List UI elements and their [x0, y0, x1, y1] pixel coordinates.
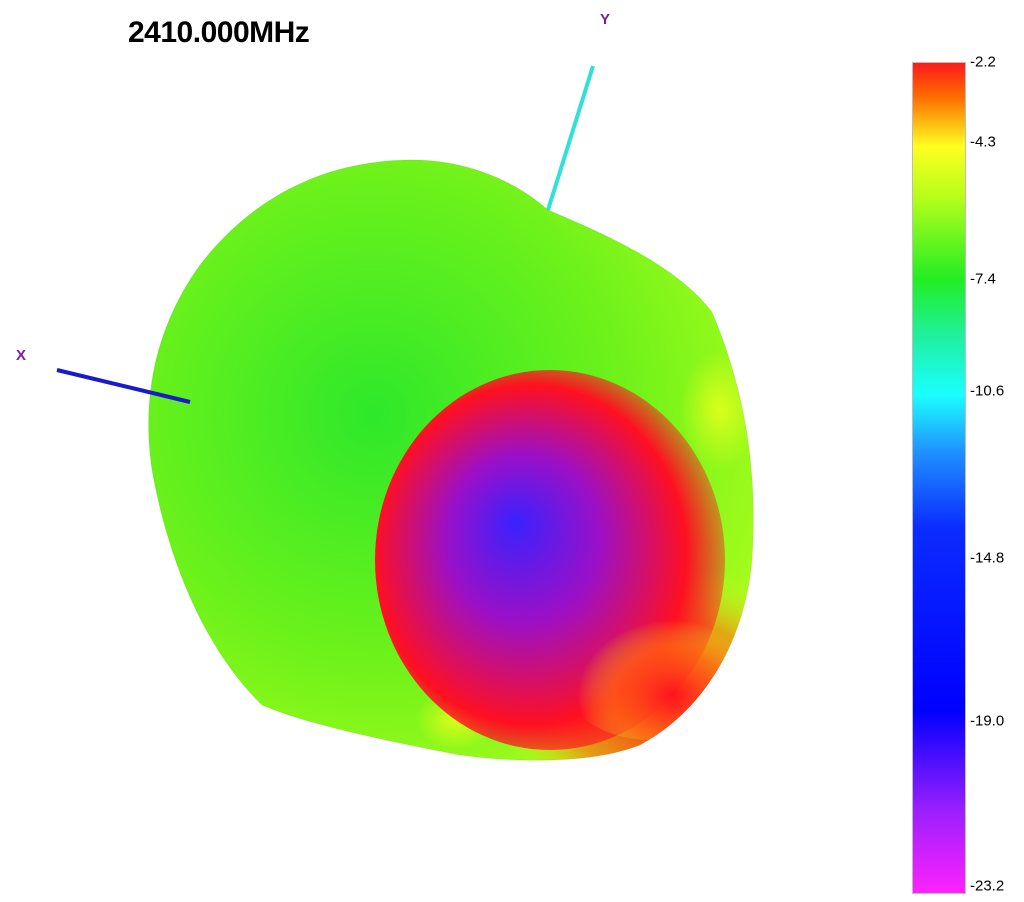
colorbar-tick-label: -23.2 — [970, 877, 1005, 895]
y-axis-line — [546, 65, 595, 211]
x-axis-line — [56, 368, 191, 404]
peak-gain-region — [555, 590, 745, 740]
x-axis-label: X — [16, 347, 26, 364]
colorbar-tick-label: -4.3 — [970, 133, 996, 151]
frequency-title: 2410.000MHz — [128, 16, 310, 49]
gain-colorbar — [912, 62, 966, 894]
colorbar-tick-label: -19.0 — [970, 712, 1005, 730]
colorbar-tick-label: -14.8 — [970, 549, 1005, 567]
pattern-outline — [148, 159, 754, 761]
colorbar-tick-label: -7.4 — [970, 270, 996, 288]
colorbar-tick-label: -2.2 — [970, 53, 996, 71]
colorbar-tick-label: -10.6 — [970, 382, 1005, 400]
pattern-surface[interactable] — [130, 150, 800, 790]
y-axis-label: Y — [600, 11, 610, 28]
